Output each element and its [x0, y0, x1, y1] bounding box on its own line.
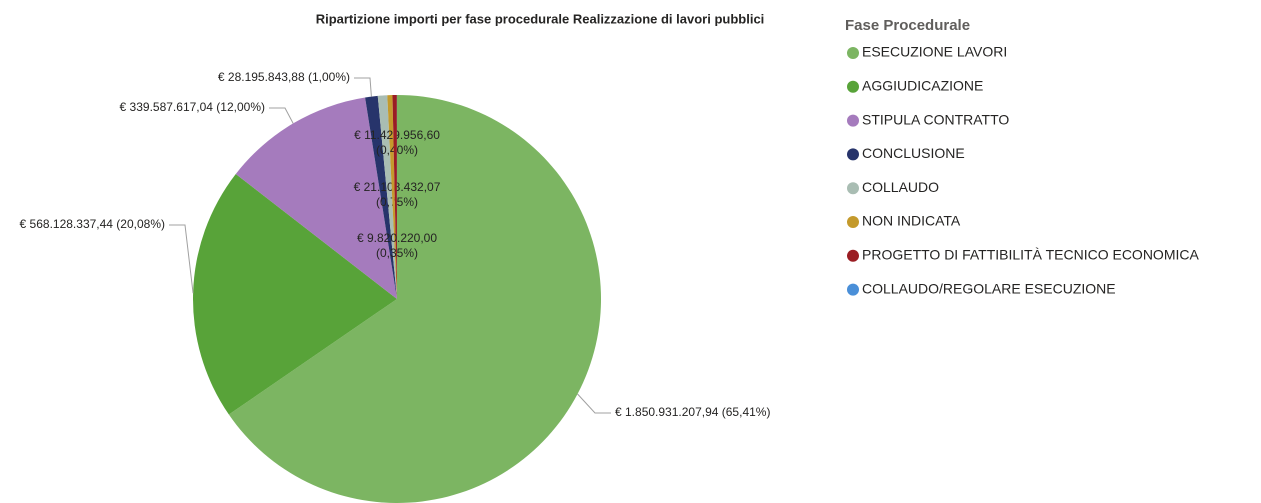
data-label: € 21.108.432,07(0,75%) [354, 180, 441, 209]
legend-label: CONCLUSIONE [862, 145, 965, 161]
data-label: € 1.850.931.207,94 (65,41%) [615, 405, 770, 419]
pie-slice [377, 95, 397, 300]
leader-line [577, 393, 611, 414]
data-label: € 339.587.617,04 (12,00%) [120, 100, 265, 114]
legend-marker [847, 249, 859, 262]
leader-line [354, 77, 372, 97]
chart-title: Ripartizione importi per fase procedural… [316, 11, 765, 26]
legend-label: PROGETTO DI FATTIBILITÀ TECNICO ECONOMIC… [862, 247, 1199, 263]
legend-marker [847, 47, 859, 59]
leader-line [269, 107, 294, 124]
legend-label: COLLAUDO/REGOLARE ESECUZIONE [862, 280, 1116, 296]
pie-slice [392, 95, 397, 299]
legend-label: COLLAUDO [862, 179, 939, 195]
pie-slice [235, 97, 397, 299]
data-label: € 568.128.337,44 (20,08%) [20, 217, 165, 231]
legend-label: STIPULA CONTRATTO [862, 111, 1009, 127]
leader-line [169, 224, 194, 294]
legend-marker [847, 216, 859, 228]
legend-marker [847, 80, 859, 93]
pie-slice [365, 95, 397, 300]
data-label: € 28.195.843,88 (1,00%) [218, 70, 350, 84]
pie-slice [228, 95, 601, 503]
legend-marker [847, 148, 859, 161]
legend-label: AGGIUDICAZIONE [862, 78, 983, 94]
pie-slice [192, 173, 397, 415]
legend-marker [847, 283, 859, 296]
legend-marker [847, 114, 859, 127]
legend-label: NON INDICATA [862, 213, 961, 229]
pie-slice [387, 95, 397, 299]
legend-label: ESECUZIONE LAVORI [862, 44, 1007, 60]
legend-title: Fase Procedurale [845, 17, 970, 34]
legend-marker [847, 182, 859, 195]
